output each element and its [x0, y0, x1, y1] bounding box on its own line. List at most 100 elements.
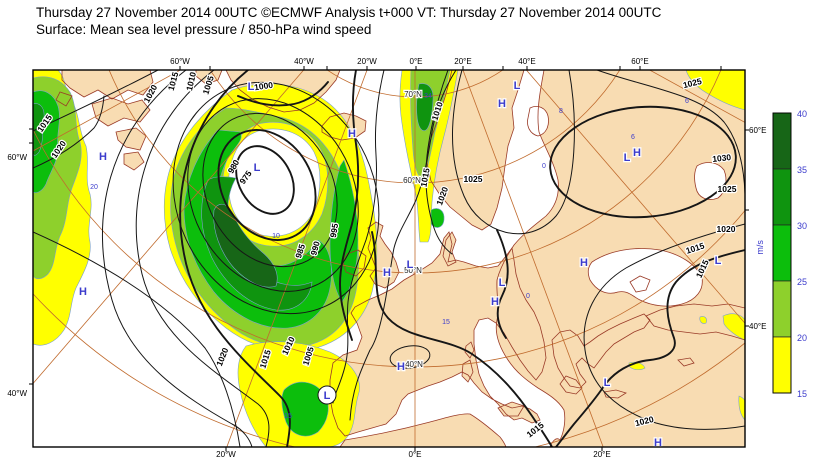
- low-pressure-marker: L: [254, 162, 261, 174]
- low-pressure-marker: L: [324, 390, 331, 402]
- wind-value-label: 6: [631, 134, 635, 141]
- coastline: [342, 249, 367, 277]
- legend-value-label: 15: [797, 389, 807, 399]
- low-pressure-marker: L: [604, 377, 611, 389]
- coastline: [367, 221, 400, 289]
- pressure-label: 1030: [712, 152, 732, 164]
- meridian-line: [33, 70, 182, 152]
- land-polygon: [92, 98, 150, 126]
- coastline: [442, 231, 457, 267]
- meridian-line: [226, 70, 368, 447]
- land-polygon: [462, 360, 473, 382]
- land-polygon: [552, 314, 650, 388]
- wind-shade-region: [281, 381, 329, 437]
- pressure-label: 995: [328, 222, 340, 238]
- coastline: [339, 413, 507, 447]
- longitude-axis-label: 40°E: [749, 322, 766, 331]
- coastline: [329, 231, 547, 437]
- isobar-closed: [187, 98, 359, 292]
- wind-shade-region: [722, 313, 745, 341]
- legend-value-label: 25: [797, 277, 807, 287]
- high-pressure-marker: H: [498, 98, 506, 110]
- parallel-line: [209, 70, 621, 184]
- frame-coordinate-labels: 60°W 40°W 20°W 0°E 20°E 40°E 60°E20°W 0°E 20°E60…: [7, 57, 766, 459]
- latitude-labels: 70°N 60°N 50°N 40°N: [402, 89, 424, 370]
- coastline: [61, 70, 154, 100]
- legend-value-label: 30: [797, 221, 807, 231]
- longitude-axis-label: 60°E: [749, 126, 766, 135]
- coastline: [603, 389, 627, 399]
- parallel-line: [108, 70, 722, 274]
- coastline: [115, 127, 147, 151]
- legend-unit-label: m/s: [755, 240, 765, 255]
- isobar-closed: [235, 145, 295, 215]
- pressure-label: 1015: [418, 167, 431, 188]
- coastline: [225, 70, 341, 113]
- latitude-label: 50°N: [404, 266, 422, 275]
- longitude-axis-label: 20°E: [454, 57, 471, 66]
- wind-shade-region: [201, 176, 313, 311]
- coastline: [195, 70, 223, 85]
- isobar-closed: [202, 112, 338, 268]
- high-pressure-marker: H: [580, 257, 588, 269]
- coastline: [551, 313, 651, 389]
- wind-value-label: 8: [559, 108, 563, 115]
- latitude-label: 60°N: [403, 176, 421, 185]
- longitude-axis-label: 60°E: [631, 57, 648, 66]
- high-pressure-marker: H: [633, 147, 641, 159]
- sea-polygon: [588, 248, 703, 307]
- isobar: [583, 223, 745, 430]
- frame-tick-marks: [29, 66, 749, 451]
- meridian-line: [33, 70, 305, 385]
- pressure-label: 1025: [464, 174, 483, 184]
- wind-shade-region: [33, 103, 45, 156]
- high-pressure-marker: H: [99, 151, 107, 163]
- longitude-axis-label: 0°E: [409, 450, 422, 459]
- isobar-closed: [172, 81, 380, 315]
- isobar-closed: [217, 129, 317, 241]
- wind-value-label: 6: [685, 98, 689, 105]
- longitude-axis-label: 60°W: [7, 153, 27, 162]
- coastline: [587, 248, 703, 307]
- legend-outline: [772, 112, 792, 394]
- longitude-axis-label: 0°E: [410, 57, 423, 66]
- isobar: [179, 70, 291, 447]
- wind-value-label: 15: [284, 413, 292, 420]
- isobar: [33, 231, 241, 447]
- isobar: [349, 70, 457, 421]
- title-line-2: Surface: Mean sea level pressure / 850-h…: [36, 22, 372, 37]
- wind-value-label: 0: [526, 293, 530, 300]
- longitude-axis-label: 40°W: [7, 389, 27, 398]
- pressure-label: 1025: [718, 184, 737, 194]
- wind-value-label: 15: [442, 319, 450, 326]
- high-pressure-marker: H: [654, 437, 662, 449]
- coastline: [629, 275, 651, 293]
- wind-value-label: 20: [90, 184, 98, 191]
- legend-value-label: 20: [797, 333, 807, 343]
- land-polygon: [330, 232, 546, 436]
- isobar-closed: [317, 385, 337, 405]
- coastline: [559, 375, 583, 395]
- low-pressure-marker: L: [624, 152, 631, 164]
- wind-speed-legend: 40 35 30 25 20 15 m/s: [755, 109, 807, 399]
- high-pressure-marker: H: [383, 267, 391, 279]
- meridian-line: [462, 70, 604, 447]
- coastline: [123, 151, 145, 171]
- longitude-axis-label: 20°W: [216, 450, 236, 459]
- isobar-closed: [549, 105, 737, 219]
- isobar: [102, 70, 253, 447]
- coastline: [694, 162, 727, 200]
- wind-shade-region: [416, 83, 434, 131]
- land-polygon: [427, 70, 524, 230]
- map-frame: [32, 69, 746, 448]
- isobar: [237, 81, 329, 107]
- longitude-axis-label: 40°W: [294, 57, 314, 66]
- coastline: [527, 106, 549, 137]
- latitude-label: 70°N: [404, 90, 422, 99]
- pressure-label: 1000: [254, 80, 274, 93]
- wind-shade-region: [699, 316, 707, 324]
